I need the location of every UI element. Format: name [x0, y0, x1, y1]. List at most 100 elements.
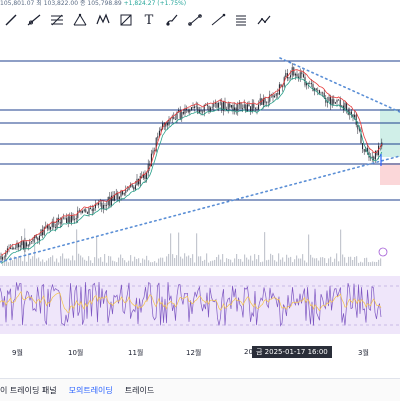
volume-bar: [308, 234, 310, 266]
text-icon[interactable]: T: [139, 10, 159, 30]
candle-body: [26, 242, 28, 247]
pattern-icon[interactable]: [93, 10, 113, 30]
candle-body: [323, 92, 325, 98]
axis-tick-jan: 20: [244, 348, 253, 356]
volume-bar: [202, 260, 204, 266]
candle-body: [54, 227, 56, 228]
candle-body: [80, 210, 82, 213]
volume-bar: [242, 261, 244, 266]
volume-bar: [72, 255, 74, 266]
candle-body: [309, 83, 311, 85]
candle-body: [110, 195, 112, 206]
candle-body: [331, 99, 333, 106]
candle-body: [334, 102, 336, 104]
volume-bar: [68, 258, 70, 266]
candle-body: [274, 95, 276, 98]
volume-bar: [126, 262, 128, 266]
volume-bar: [230, 259, 232, 266]
volume-bar: [132, 261, 134, 266]
candle-body: [374, 150, 376, 160]
list-icon[interactable]: [231, 10, 251, 30]
moving-average-teal: [0, 77, 383, 264]
volume-bar: [8, 262, 10, 266]
candle-body: [371, 156, 373, 159]
candle-body: [286, 73, 288, 79]
volume-bar: [332, 262, 334, 266]
candle-body: [61, 217, 63, 224]
candle-body: [298, 76, 300, 79]
candle-body: [83, 209, 85, 211]
volume-bar: [38, 257, 40, 266]
volume-bar: [352, 260, 354, 266]
candle-body: [269, 94, 271, 102]
candle-body: [16, 242, 18, 248]
candle-body: [314, 88, 316, 92]
price-chart[interactable]: [0, 36, 400, 346]
candle-body: [315, 88, 317, 90]
long-position-zone: [380, 109, 400, 157]
trend-line-icon[interactable]: [1, 10, 21, 30]
candle-body: [186, 108, 188, 110]
ray-icon[interactable]: [24, 10, 44, 30]
candle-body: [253, 104, 255, 109]
candle-body: [214, 102, 216, 104]
candle-body: [19, 245, 21, 248]
volume-bar: [118, 257, 120, 266]
path-icon[interactable]: [208, 10, 228, 30]
candle-body: [277, 93, 279, 95]
candle-body: [122, 190, 124, 195]
volume-bar: [330, 256, 332, 266]
candle-body: [259, 98, 261, 105]
candle-body: [242, 108, 244, 109]
volume-bar: [28, 253, 30, 266]
volume-bar: [10, 257, 12, 266]
tab-paper-trading[interactable]: 모의트레이딩: [68, 385, 113, 395]
tab-trade[interactable]: 트레이드: [124, 385, 155, 395]
candle-body: [198, 110, 200, 114]
volume-bar: [240, 259, 242, 266]
chart-canvas[interactable]: [0, 36, 400, 346]
volume-bar: [252, 260, 254, 266]
candle-body: [362, 143, 364, 150]
candle-body: [264, 98, 266, 103]
axis-tick-sep: 9월: [12, 349, 23, 357]
candle-body: [256, 108, 258, 110]
volume-bar: [342, 254, 344, 266]
rsi-pane: [0, 276, 400, 334]
candle-body: [51, 221, 53, 228]
candle-body: [299, 72, 301, 79]
brush-icon[interactable]: [162, 10, 182, 30]
tab-trading-panel[interactable]: 이 트레이딩 패널: [0, 385, 57, 395]
text-tool-glyph: T: [144, 12, 154, 28]
pitchfork-icon[interactable]: [70, 10, 90, 30]
candle-body: [40, 229, 42, 237]
volume-bar: [50, 256, 52, 266]
prediction-icon[interactable]: [116, 10, 136, 30]
volume-bar: [168, 253, 170, 266]
volume-bar: [340, 229, 342, 266]
volume-bar: [86, 260, 88, 266]
candle-body: [155, 137, 157, 151]
volume-bar: [134, 256, 136, 266]
candle-body: [147, 164, 149, 174]
candle-body: [174, 119, 176, 120]
candle-body: [224, 101, 226, 110]
candle-body: [86, 212, 88, 214]
volume-bar: [248, 259, 250, 266]
candle-body: [70, 215, 72, 223]
candle-body: [3, 256, 5, 258]
measure-icon[interactable]: [185, 10, 205, 30]
axis-tick-mar: 3월: [358, 349, 369, 357]
volume-bar: [328, 258, 330, 266]
volume-bar: [376, 261, 378, 266]
candle-body: [352, 114, 354, 118]
forecast-icon[interactable]: [254, 10, 274, 30]
fib-retracement-icon[interactable]: [47, 10, 67, 30]
volume-bar: [162, 257, 164, 266]
volume-bar: [306, 262, 308, 266]
volume-bar: [94, 257, 96, 266]
volume-bar: [216, 257, 218, 266]
volume-bar: [224, 262, 226, 266]
volume-bar: [52, 255, 54, 266]
candle-body: [213, 103, 215, 107]
